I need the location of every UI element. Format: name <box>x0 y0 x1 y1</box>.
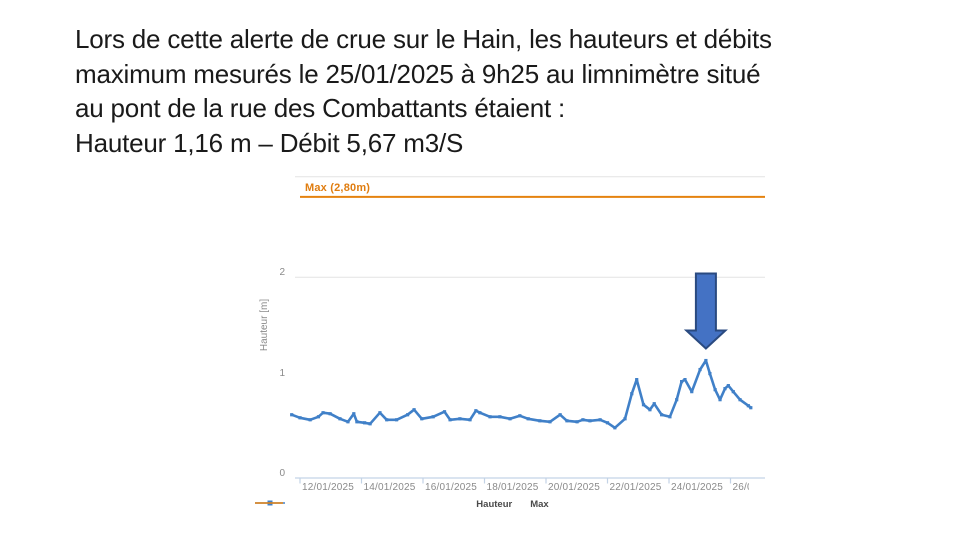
hauteur-series-point <box>474 409 478 413</box>
hauteur-series-point <box>321 411 325 415</box>
y-tick-label: 2 <box>279 267 285 279</box>
hauteur-series-point <box>718 398 722 402</box>
x-tick-label: 22/01/2025 <box>609 482 662 493</box>
hauteur-series-point <box>498 415 502 419</box>
hauteur-series-point <box>675 398 679 402</box>
hauteur-series-point <box>588 419 592 423</box>
x-tick-label: 14/01/2025 <box>363 482 416 493</box>
x-tick-label: 16/01/2025 <box>425 482 478 493</box>
hauteur-series-point <box>526 417 530 421</box>
x-tick-label: 26/01/2025 <box>732 482 750 493</box>
text-line-1: Lors de cette alerte de crue sur le Hain… <box>75 24 772 54</box>
text-line-2: maximum mesurés le 25/01/2025 à 9h25 au … <box>75 58 761 89</box>
hauteur-series-point <box>352 412 356 416</box>
hauteur-series-point <box>746 404 750 408</box>
hauteur-series-point <box>362 421 367 425</box>
hauteur-series-point <box>652 402 656 406</box>
hauteur-series-point <box>308 418 312 422</box>
hauteur-series-point <box>378 411 382 415</box>
hauteur-series-point <box>668 415 672 419</box>
hauteur-series-point <box>598 418 602 422</box>
x-tick-label: 20/01/2025 <box>548 482 601 493</box>
hauteur-series-point <box>298 416 302 420</box>
hauteur-series-point <box>538 419 542 423</box>
hauteur-series-point <box>635 378 639 382</box>
slide-text: Lors de cette alerte de crue sur le Hain… <box>75 22 772 160</box>
hauteur-series-line <box>290 359 753 430</box>
hauteur-series-point <box>478 411 482 415</box>
hauteur-series-point <box>468 418 472 422</box>
x-tick-label: 12/01/2025 <box>302 482 355 493</box>
hauteur-series-point <box>355 420 359 424</box>
hauteur-series-point <box>613 426 617 430</box>
chart-legend: Hauteur Max <box>255 499 770 510</box>
hauteur-series-point <box>565 419 569 423</box>
hauteur-series-point <box>683 378 687 382</box>
hauteur-series-point <box>448 418 452 422</box>
hauteur-series-point <box>749 406 753 410</box>
y-axis-tick-labels: 0 1 2 <box>255 172 289 492</box>
hauteur-series-point <box>385 418 389 422</box>
max-line-label: Max (2,80m) <box>305 182 371 194</box>
hauteur-series-point <box>630 392 634 396</box>
chart-canvas <box>290 176 765 484</box>
hauteur-series-point <box>731 390 735 394</box>
hauteur-series-point <box>575 420 579 424</box>
hauteur-series-point <box>605 421 610 425</box>
hauteur-series-point <box>412 408 416 412</box>
x-tick-label: 24/01/2025 <box>671 482 724 493</box>
legend-item-hauteur: Hauteur <box>255 499 513 510</box>
hauteur-series-point <box>508 417 512 421</box>
max-series-marker-icon <box>255 502 283 504</box>
hauteur-series-point <box>690 390 694 394</box>
hauteur-series-point <box>648 408 652 412</box>
hauteur-series-point <box>316 415 321 419</box>
hauteur-series-point <box>290 413 294 417</box>
y-tick-label: 1 <box>279 367 285 379</box>
hauteur-series-point <box>704 358 708 363</box>
hauteur-series-point <box>680 380 684 384</box>
hauteur-series-point <box>723 387 727 391</box>
hauteur-series-point <box>660 413 664 417</box>
hauteur-series-point <box>488 415 492 419</box>
legend-label-hauteur: Hauteur <box>476 499 513 510</box>
hauteur-series-point <box>328 412 332 416</box>
text-line-3: au pont de la rue des Combattants étaien… <box>75 93 566 123</box>
hauteur-series-point <box>726 384 730 388</box>
hauteur-series-point <box>346 420 350 424</box>
hauteur-series-point <box>698 367 702 372</box>
hauteur-series-point <box>581 418 585 422</box>
legend-label-max: Max <box>530 499 549 510</box>
down-arrow-annotation <box>683 272 728 350</box>
hauteur-series-point <box>641 403 646 407</box>
hauteur-series-point <box>708 371 712 376</box>
text-line-4: Hauteur 1,16 m – Débit 5,67 m3/S <box>75 127 464 158</box>
x-tick-label: 18/01/2025 <box>486 482 539 493</box>
hauteur-series-point <box>442 410 447 414</box>
hauteur-series-point <box>558 413 562 417</box>
y-tick-label: 0 <box>279 468 285 479</box>
hauteur-series-point <box>518 414 522 418</box>
hauteur-series-point <box>548 420 552 424</box>
hauteur-series-point <box>338 417 342 421</box>
hauteur-series-point <box>368 422 372 426</box>
hauteur-series-point <box>394 418 399 422</box>
hauteur-series-point <box>713 388 717 392</box>
legend-item-max: Max <box>255 499 549 510</box>
hauteur-series-point <box>406 413 410 417</box>
hauteur-series-point <box>623 417 627 421</box>
x-axis-tick-labels: 12/01/2025 14/01/2025 16/01/2025 18/01/2025… <box>255 480 749 496</box>
hauteur-series-point <box>458 417 462 421</box>
hauteur-series-point <box>738 398 742 402</box>
hauteur-series-point <box>420 417 424 421</box>
hauteur-series-point <box>431 415 435 419</box>
